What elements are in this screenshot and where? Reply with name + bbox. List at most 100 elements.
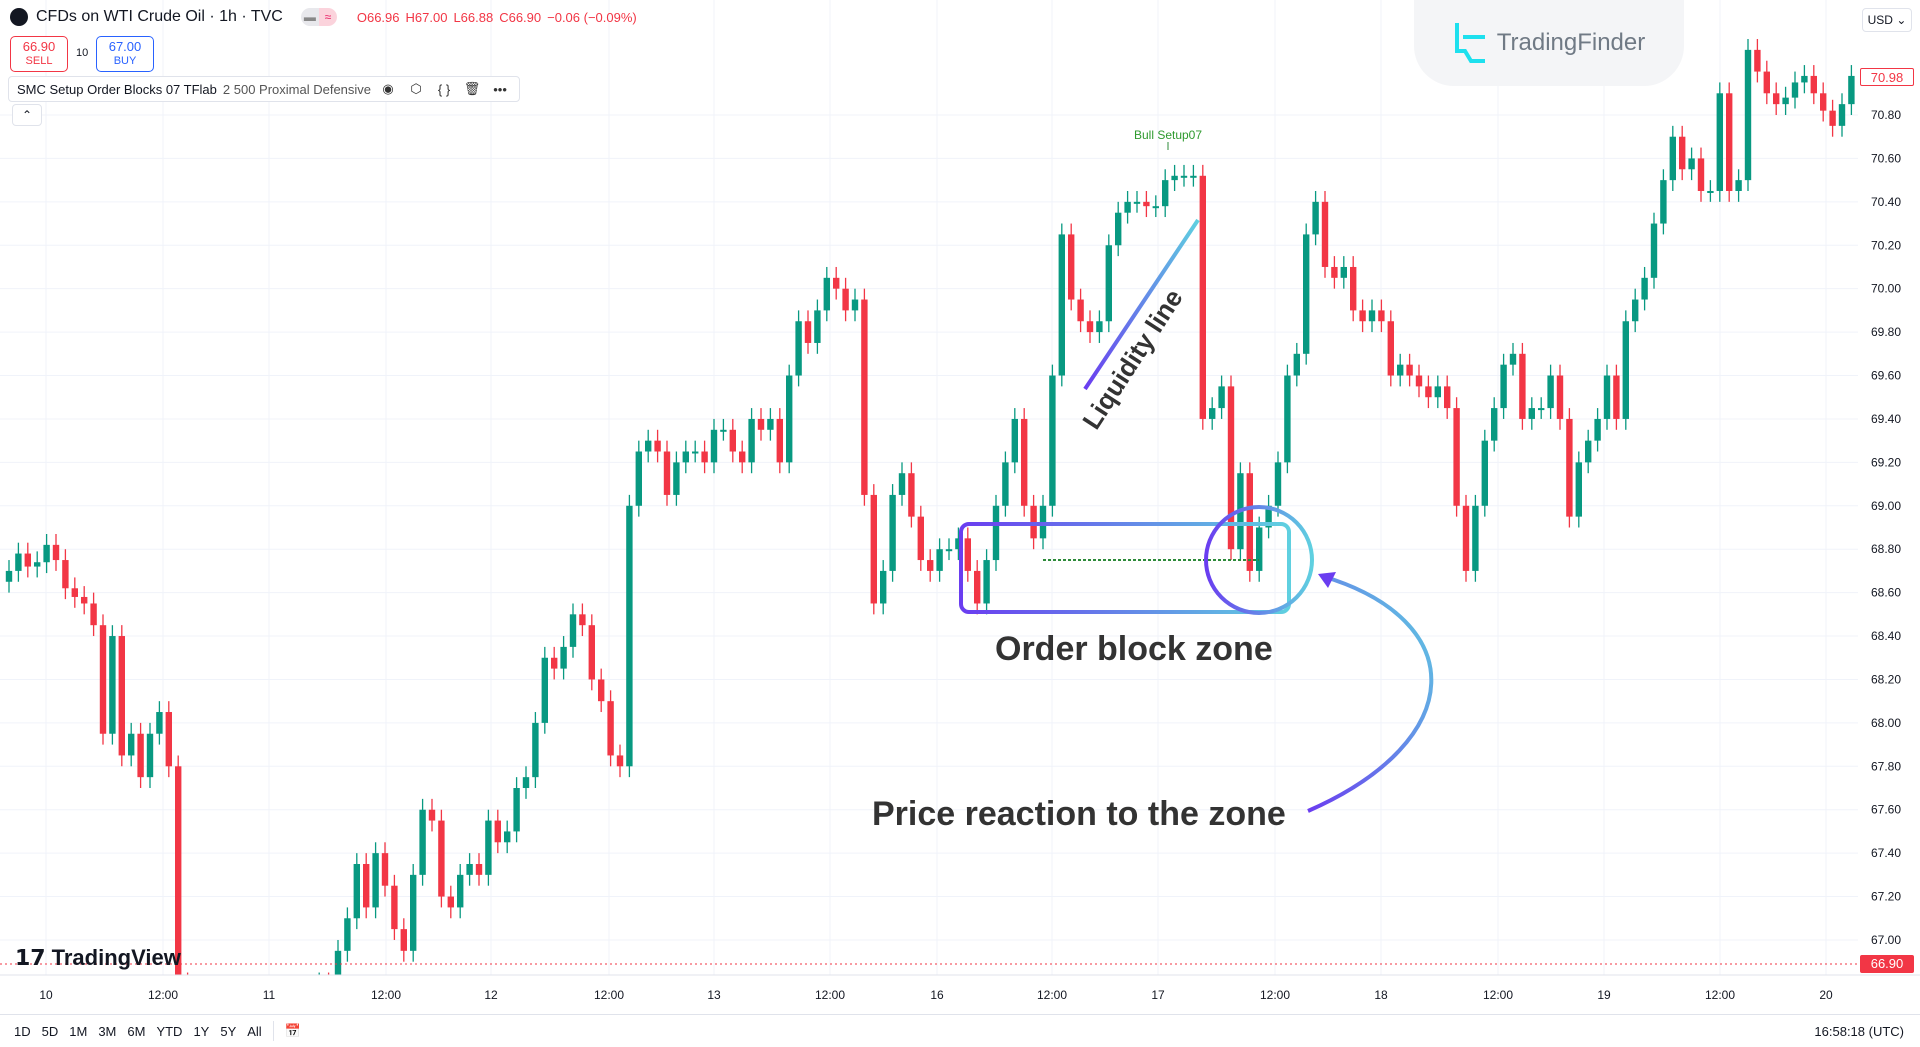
candle [1124, 190, 1131, 224]
price-chart[interactable]: 70.80 70.60 70.40 70.20 70.00 69.80 69.60 69.40… [0, 0, 1920, 1012]
candle [1754, 39, 1761, 83]
candle-body [1660, 180, 1667, 224]
candle-body [729, 429, 736, 452]
candle [1472, 494, 1479, 582]
reaction-circle [1204, 505, 1314, 615]
candle [776, 408, 783, 474]
candle-body [81, 596, 88, 604]
candle [945, 538, 953, 561]
candle [344, 907, 351, 962]
y-tick-label: 68.60 [1871, 586, 1901, 600]
candle-body [861, 299, 868, 495]
candle [1538, 397, 1545, 419]
liquidity-line [1083, 218, 1200, 391]
order-block-zone-label: Order block zone [995, 630, 1273, 668]
range-6m[interactable]: 6M [127, 1023, 146, 1039]
candle-body [1274, 462, 1282, 506]
arrow-head-icon [1318, 572, 1336, 588]
candle [24, 542, 31, 578]
candle-body [1641, 277, 1648, 300]
candle [1133, 190, 1141, 213]
candle [1293, 342, 1300, 387]
current-price-label: 66.90 [1860, 955, 1914, 973]
candle [1453, 397, 1460, 517]
candle [851, 288, 859, 322]
quantity[interactable]: 10 [76, 47, 89, 59]
candle [90, 592, 97, 637]
candle [710, 418, 718, 474]
candle [1848, 65, 1855, 115]
buy-button[interactable]: 67.00 BUY [96, 36, 154, 72]
more-icon[interactable]: ••• [493, 81, 507, 97]
range-1m[interactable]: 1M [69, 1023, 88, 1039]
candle-body [1782, 97, 1789, 105]
candle-body [1791, 82, 1799, 98]
candle [128, 722, 135, 767]
calendar-goto-icon[interactable]: 📅 [284, 1023, 301, 1038]
candle-body [494, 820, 501, 843]
candle [1594, 408, 1601, 452]
candle [1378, 299, 1385, 333]
candle [156, 701, 163, 745]
candle-body [43, 544, 50, 563]
candle-body [1162, 180, 1169, 207]
candle [372, 842, 379, 919]
candle-body [1378, 310, 1385, 322]
candle-body [898, 473, 906, 495]
candle [1519, 342, 1526, 430]
candle [682, 440, 689, 474]
range-5y[interactable]: 5Y [220, 1023, 237, 1039]
candle-body [1049, 375, 1056, 506]
candle [1509, 342, 1517, 376]
candle-body [513, 788, 520, 832]
candle [1434, 375, 1441, 409]
indicator-legend[interactable]: SMC Setup Order Blocks 07 TFlab 2 500 Pr… [8, 76, 521, 102]
candle [645, 429, 652, 463]
sell-button[interactable]: 66.90 SELL [10, 36, 68, 72]
candle-body [1077, 299, 1084, 322]
candle [833, 266, 840, 300]
tradingfinder-watermark: TradingFinder [1414, 0, 1684, 86]
currency-select[interactable]: USD ⌄ [1862, 8, 1912, 32]
candle-body [1171, 175, 1178, 181]
candle-body [1387, 321, 1394, 376]
candle-body [5, 570, 13, 582]
chevron-down-icon: ⌄ [1896, 13, 1907, 27]
candle-body [1199, 175, 1206, 419]
trash-icon[interactable]: 🗑 [463, 81, 481, 96]
candle-body [1500, 364, 1507, 409]
candle [1209, 397, 1216, 430]
range-ytd[interactable]: YTD [156, 1023, 183, 1039]
candle [99, 614, 107, 745]
candle-body [1481, 440, 1488, 506]
candle [814, 299, 821, 354]
candle-body [823, 277, 830, 311]
candle-body [889, 494, 896, 571]
market-status[interactable]: ▬ ≈ [300, 8, 337, 26]
candle-body [1566, 418, 1573, 517]
candle-body [457, 874, 464, 908]
collapse-legend-button[interactable]: ⌃ [12, 104, 42, 126]
symbol-title[interactable]: CFDs on WTI Crude Oil · 1h · TVC [36, 8, 283, 25]
candle-body [1105, 245, 1112, 322]
candle-body [626, 505, 633, 767]
candle [1274, 451, 1282, 517]
candle-body [1547, 375, 1554, 409]
candle-body [1011, 418, 1018, 463]
y-tick-label: 69.60 [1871, 369, 1901, 383]
range-5d[interactable]: 5D [41, 1023, 59, 1039]
candle-body [983, 560, 990, 604]
range-3m[interactable]: 3M [98, 1023, 117, 1039]
candle [1791, 71, 1799, 109]
eye-icon[interactable]: ◉ [382, 81, 394, 96]
range-1y[interactable]: 1Y [193, 1023, 210, 1039]
range-1d[interactable]: 1D [14, 1023, 31, 1039]
candle [767, 408, 774, 441]
settings-icon[interactable]: ⬡ [410, 81, 422, 96]
candle [917, 505, 924, 571]
candle [1500, 353, 1507, 419]
candle [1049, 364, 1056, 517]
range-all[interactable]: All [247, 1023, 262, 1039]
source-code-icon[interactable]: { } [437, 81, 451, 97]
candle [701, 440, 708, 474]
